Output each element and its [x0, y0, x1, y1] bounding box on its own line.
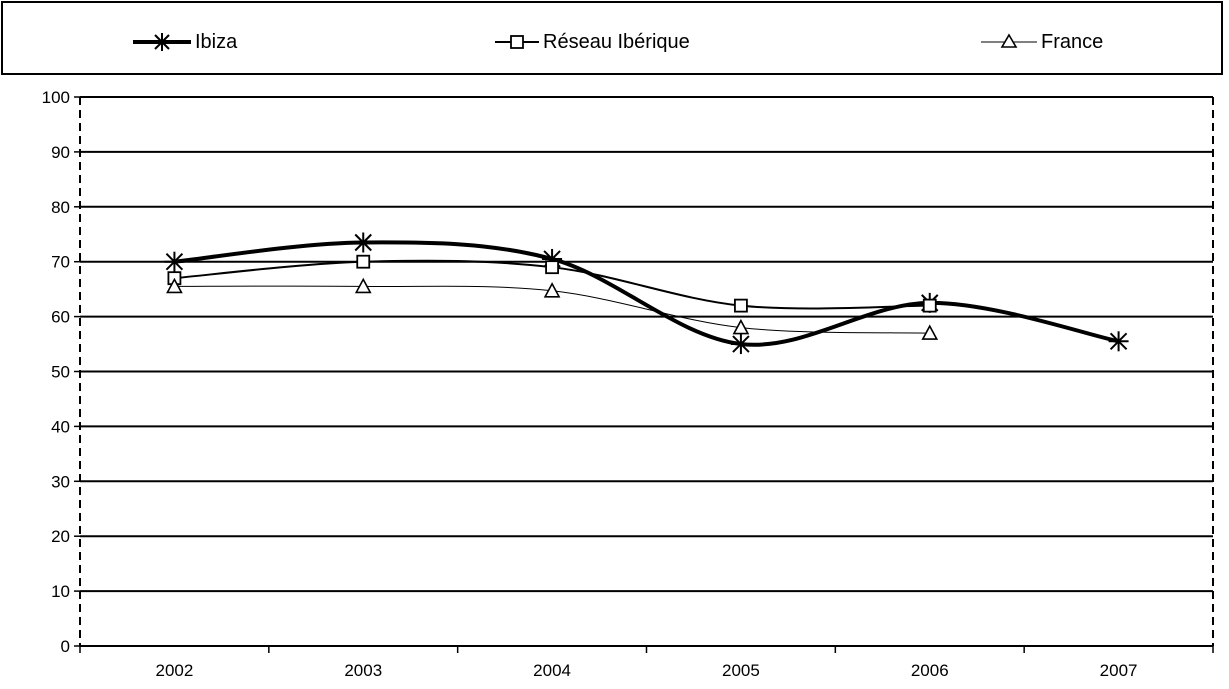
y-tick-label: 10 — [51, 582, 70, 601]
y-tick-label: 60 — [51, 308, 70, 327]
y-tick-label: 90 — [51, 143, 70, 162]
legend-item-ibiza: Ibiza — [131, 27, 237, 57]
x-tick-label: 2007 — [1100, 661, 1138, 680]
y-tick-label: 20 — [51, 527, 70, 546]
asterisk-marker-icon — [133, 33, 191, 51]
x-tick-label: 2003 — [344, 661, 382, 680]
point-marker-ibiza — [730, 334, 751, 355]
point-marker-ibiza — [164, 251, 185, 272]
triangle-marker-icon — [981, 33, 1037, 48]
y-tick-label: 70 — [51, 253, 70, 272]
legend-item-france: France — [979, 27, 1103, 57]
point-marker-reseau-iberique — [922, 298, 937, 313]
point-marker-reseau-iberique — [356, 254, 371, 269]
y-tick-label: 80 — [51, 198, 70, 217]
y-tick-label: 0 — [61, 637, 70, 656]
x-tick-label: 2002 — [156, 661, 194, 680]
point-marker-france — [543, 282, 561, 298]
point-marker-france — [732, 318, 750, 335]
legend-item-reseau-iberique: Réseau Ibérique — [493, 27, 690, 57]
point-marker-reseau-iberique — [545, 260, 559, 275]
series-line-ibiza — [174, 240, 1119, 347]
point-marker-ibiza — [1108, 331, 1129, 352]
point-marker-france — [166, 277, 183, 294]
legend-label-france: France — [1041, 30, 1104, 53]
point-marker-ibiza — [353, 232, 374, 253]
x-tick-label: 2006 — [911, 661, 949, 680]
legend-label-reseau-iberique: Réseau Ibérique — [543, 30, 690, 53]
square-marker-icon — [495, 35, 539, 49]
y-tick-label: 100 — [42, 88, 70, 107]
legend: Ibiza Réseau Ibérique France — [1, 1, 1223, 75]
point-marker-france — [354, 277, 372, 294]
point-marker-reseau-iberique — [734, 298, 748, 313]
y-tick-label: 30 — [51, 472, 70, 491]
legend-label-ibiza: Ibiza — [195, 30, 238, 53]
x-tick-label: 2005 — [722, 661, 760, 680]
y-tick-label: 50 — [51, 363, 70, 382]
y-tick-label: 40 — [51, 417, 70, 436]
x-tick-label: 2004 — [533, 661, 571, 680]
point-marker-france — [921, 324, 939, 340]
